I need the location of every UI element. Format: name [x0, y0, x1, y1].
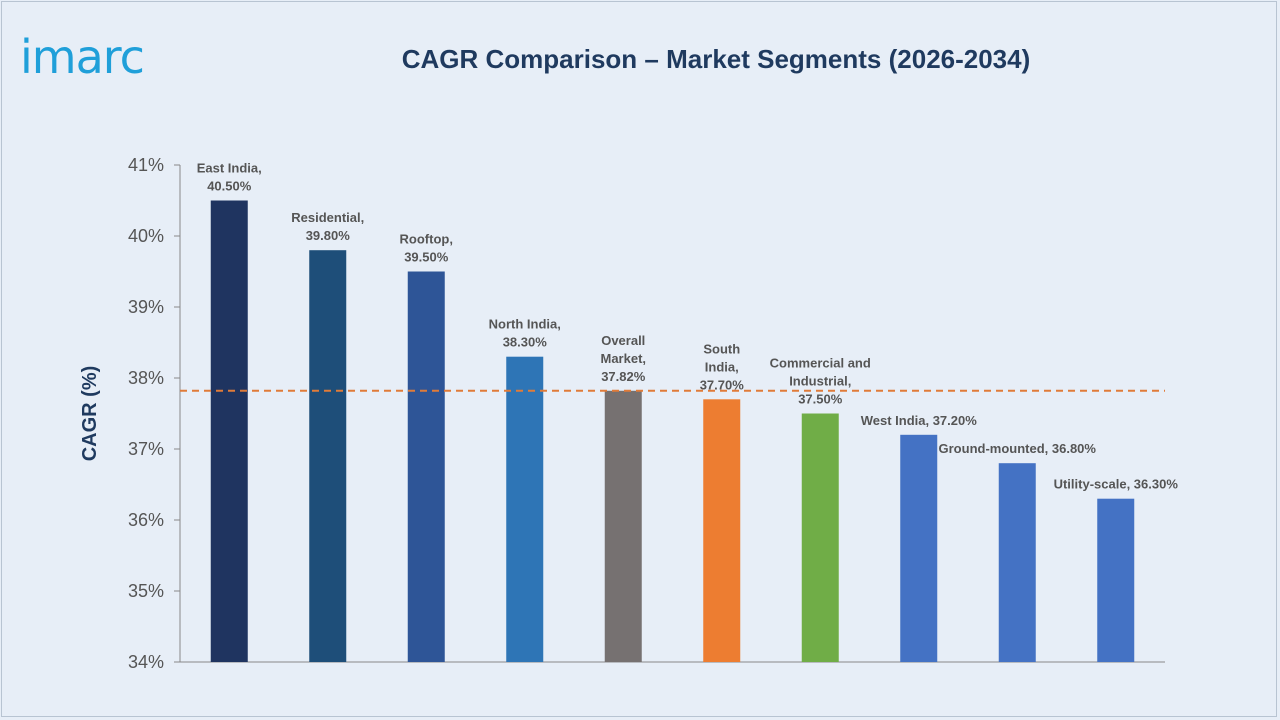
bar — [506, 356, 544, 662]
bar — [801, 413, 839, 662]
data-label: West India, 37.20% — [861, 413, 978, 428]
data-label: Ground-mounted, 36.80% — [939, 441, 1097, 456]
bar — [703, 399, 741, 662]
bar — [900, 434, 938, 662]
y-tick-label: 36% — [128, 510, 164, 530]
bar — [309, 250, 347, 662]
data-label: South — [703, 341, 740, 356]
data-label: Overall — [601, 333, 645, 348]
y-tick-label: 35% — [128, 581, 164, 601]
data-label: 37.50% — [798, 392, 843, 407]
data-label: 37.82% — [601, 369, 646, 384]
data-label: East India, — [197, 161, 262, 176]
y-tick-label: 37% — [128, 439, 164, 459]
data-label: Commercial and — [770, 356, 871, 371]
data-label: Rooftop, — [400, 232, 453, 247]
y-tick-label: 38% — [128, 368, 164, 388]
y-tick-label: 40% — [128, 226, 164, 246]
y-tick-label: 39% — [128, 297, 164, 317]
bar — [407, 271, 445, 662]
data-label: 40.50% — [207, 179, 252, 194]
data-label: North India, — [489, 317, 561, 332]
data-label: 39.50% — [404, 250, 449, 265]
y-axis-label: CAGR (%) — [79, 366, 101, 462]
data-label: 39.80% — [306, 228, 351, 243]
data-label: India, — [705, 359, 739, 374]
bar — [1097, 498, 1135, 662]
imarc-logo: imarc — [20, 30, 145, 84]
data-label: Market, — [600, 351, 646, 366]
bar — [604, 390, 642, 662]
y-tick-label: 41% — [128, 155, 164, 175]
bar — [210, 200, 248, 662]
data-label: Residential, — [291, 210, 364, 225]
y-tick-label: 34% — [128, 652, 164, 672]
data-label: Industrial, — [789, 374, 851, 389]
bar — [998, 463, 1036, 662]
data-label: 38.30% — [503, 335, 548, 350]
chart-title: CAGR Comparison – Market Segments (2026-… — [401, 44, 1031, 74]
data-label: Utility-scale, 36.30% — [1054, 477, 1179, 492]
data-label: 37.70% — [700, 377, 745, 392]
